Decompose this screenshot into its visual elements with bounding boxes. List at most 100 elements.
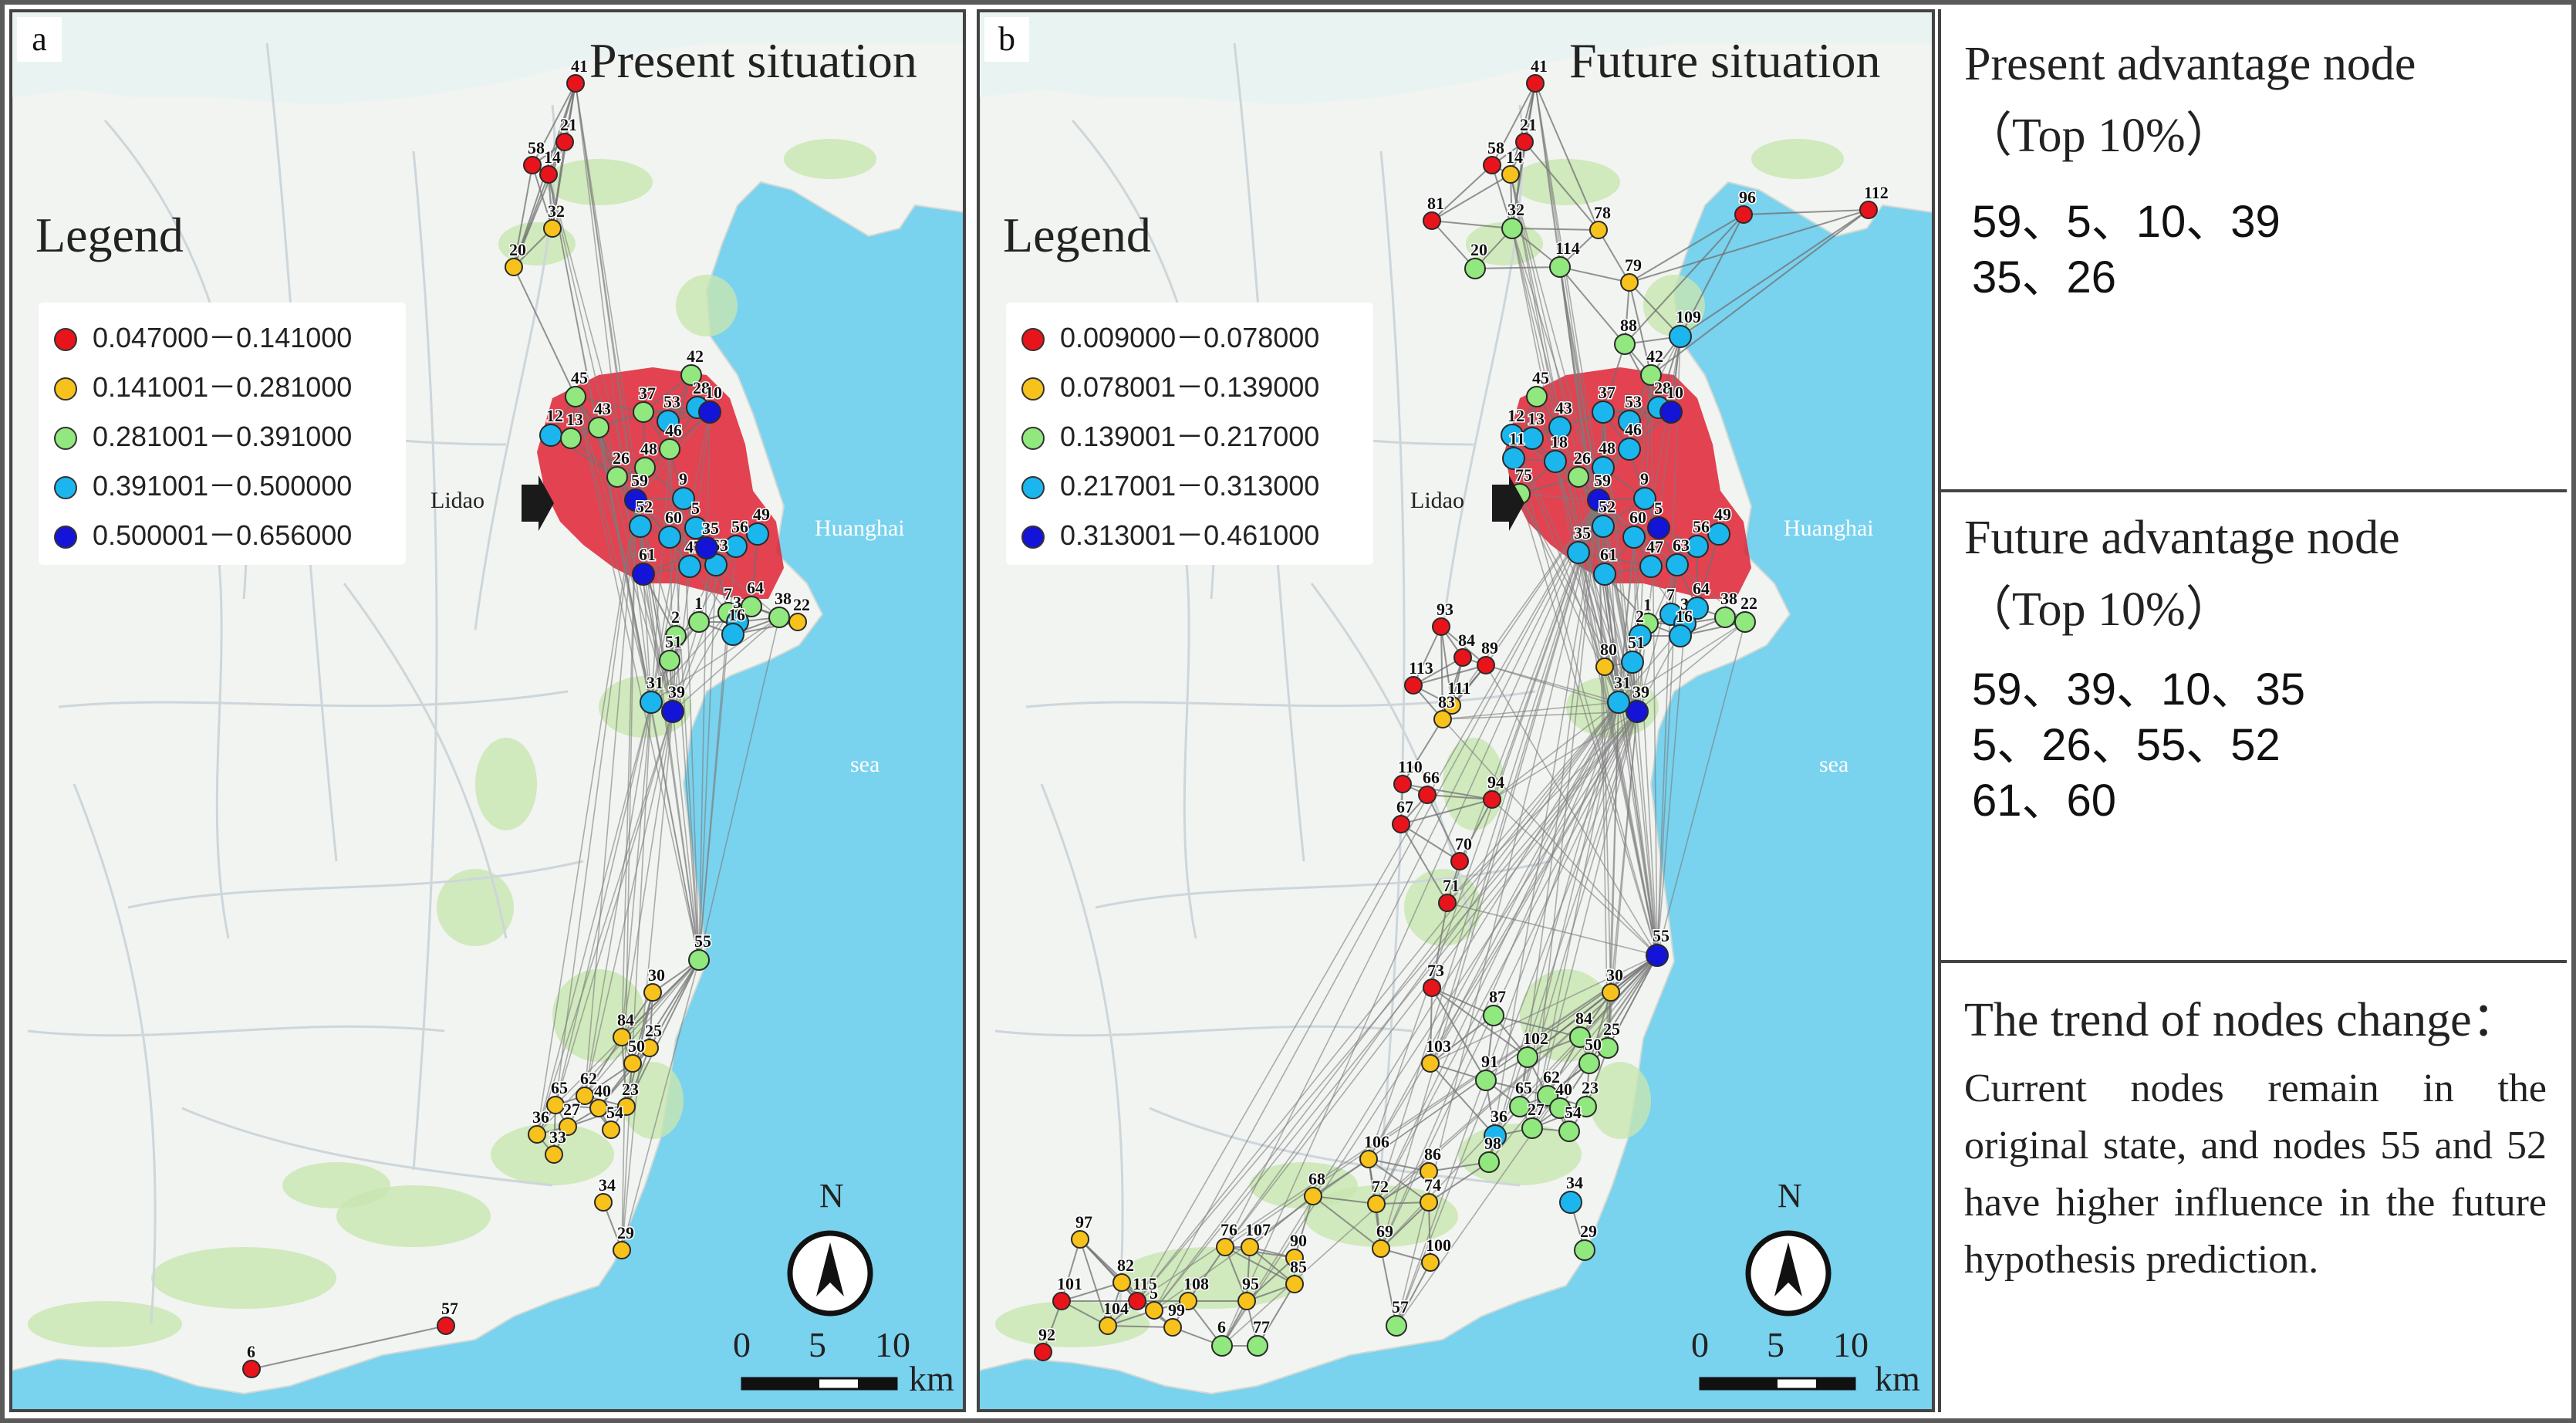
node-label: 3 [733, 593, 741, 612]
network-edge [1431, 174, 1511, 221]
network-edge [1531, 711, 1638, 1129]
network-edge [1294, 1195, 1314, 1259]
network-edge [1413, 657, 1464, 686]
network-node [1034, 1343, 1052, 1361]
road-line [343, 583, 508, 939]
network-edge [1607, 955, 1658, 1049]
network-edge [650, 617, 780, 703]
network-edge [1511, 141, 1525, 229]
network-edge [1656, 621, 1746, 956]
node-label: 58 [1487, 138, 1504, 157]
node-label: 2 [1636, 607, 1644, 626]
node-label: 22 [1740, 593, 1757, 613]
legend-label: 0.391001－0.500000 [93, 470, 353, 502]
trend-section: The trend of nodes change： Current nodes… [1938, 963, 2567, 1412]
node-label: 72 [1372, 1177, 1389, 1196]
network-edge [513, 164, 533, 268]
node-label: 78 [1594, 203, 1611, 222]
scale-tick-label: 0 [733, 1325, 751, 1364]
node-label: 54 [1565, 1103, 1582, 1122]
node-label: 34 [1566, 1173, 1583, 1192]
network-edge [1221, 499, 1599, 1347]
network-node [1707, 522, 1730, 546]
network-node [634, 457, 656, 478]
network-node [566, 74, 585, 93]
node-label: 89 [1481, 638, 1498, 657]
node-label: 86 [1424, 1144, 1441, 1164]
network-edge [1153, 955, 1658, 1311]
network-edge [1376, 1171, 1430, 1205]
node-label: 33 [549, 1127, 566, 1147]
node-label: 67 [1396, 797, 1413, 816]
network-edge [635, 499, 729, 613]
node-label: 10 [705, 383, 722, 402]
network-node [746, 522, 769, 546]
network-node [1099, 1317, 1117, 1335]
network-node [1464, 258, 1486, 279]
network-edge [1629, 282, 1681, 337]
node-label: 42 [1646, 346, 1663, 366]
network-node [242, 1360, 261, 1378]
network-node [672, 487, 695, 510]
network-edge [1426, 794, 1493, 800]
network-node [661, 700, 684, 723]
network-node [1484, 1124, 1507, 1148]
node-label: 34 [599, 1175, 616, 1195]
network-node [1568, 466, 1589, 488]
node-label: 45 [571, 368, 588, 387]
node-label: 36 [1491, 1107, 1507, 1126]
network-node [1548, 416, 1572, 439]
node-label: 5 [1654, 499, 1663, 518]
network-edge [1559, 266, 1626, 345]
network-edge [1428, 1161, 1490, 1203]
node-label: 43 [1555, 398, 1572, 417]
node-label: 53 [1625, 392, 1642, 411]
network-edge [1396, 955, 1658, 1327]
network-edge [698, 411, 711, 961]
network-node [505, 258, 523, 276]
northern-land-strip [12, 12, 963, 105]
node-label: 52 [1599, 497, 1615, 516]
node-label: 65 [1515, 1078, 1532, 1097]
network-node [1386, 1315, 1407, 1337]
network-node [1597, 1037, 1619, 1059]
network-node [643, 983, 662, 1002]
node-label: 60 [665, 508, 682, 527]
scale-tick-label: 5 [809, 1325, 826, 1364]
legend-label: 0.217001－0.313000 [1060, 470, 1320, 502]
network-edge [621, 1036, 627, 1107]
node-label: 28 [693, 378, 710, 397]
node-label: 16 [728, 605, 745, 624]
network-edge [1618, 701, 1658, 956]
network-edge [584, 701, 652, 1097]
node-label: 96 [1739, 188, 1756, 207]
node-label: 92 [1038, 1325, 1055, 1344]
network-node [1629, 624, 1652, 647]
node-label: 58 [528, 138, 545, 157]
network-node [1592, 456, 1615, 479]
node-label: 32 [548, 201, 565, 221]
trend-description: Current nodes remain in the original sta… [1964, 1066, 2547, 1282]
node-label: 40 [1555, 1080, 1572, 1099]
network-edge [1430, 499, 1599, 1064]
node-label: 55 [694, 931, 711, 951]
network-node [1669, 624, 1692, 647]
node-label: 1 [694, 593, 703, 613]
network-node [1578, 1053, 1600, 1074]
network-edge [555, 701, 652, 1106]
network-edge [1656, 623, 1686, 956]
vegetation-patch [1643, 275, 1705, 336]
network-node [1247, 1335, 1268, 1357]
legend-box: 0.047000－0.141000 0.141001－0.281000 0.28… [39, 303, 406, 565]
network-edge [698, 617, 780, 961]
network-node [543, 219, 562, 238]
node-label: 38 [775, 589, 792, 608]
node-label: 62 [580, 1069, 597, 1088]
node-label: 60 [1629, 508, 1646, 527]
network-edge [598, 427, 636, 501]
legend-label: 0.047000－0.141000 [93, 322, 353, 353]
node-label: 14 [1506, 147, 1523, 167]
section-title: Future advantage node [1964, 512, 2400, 564]
node-label: 50 [1585, 1035, 1602, 1054]
network-edge [1447, 701, 1619, 904]
